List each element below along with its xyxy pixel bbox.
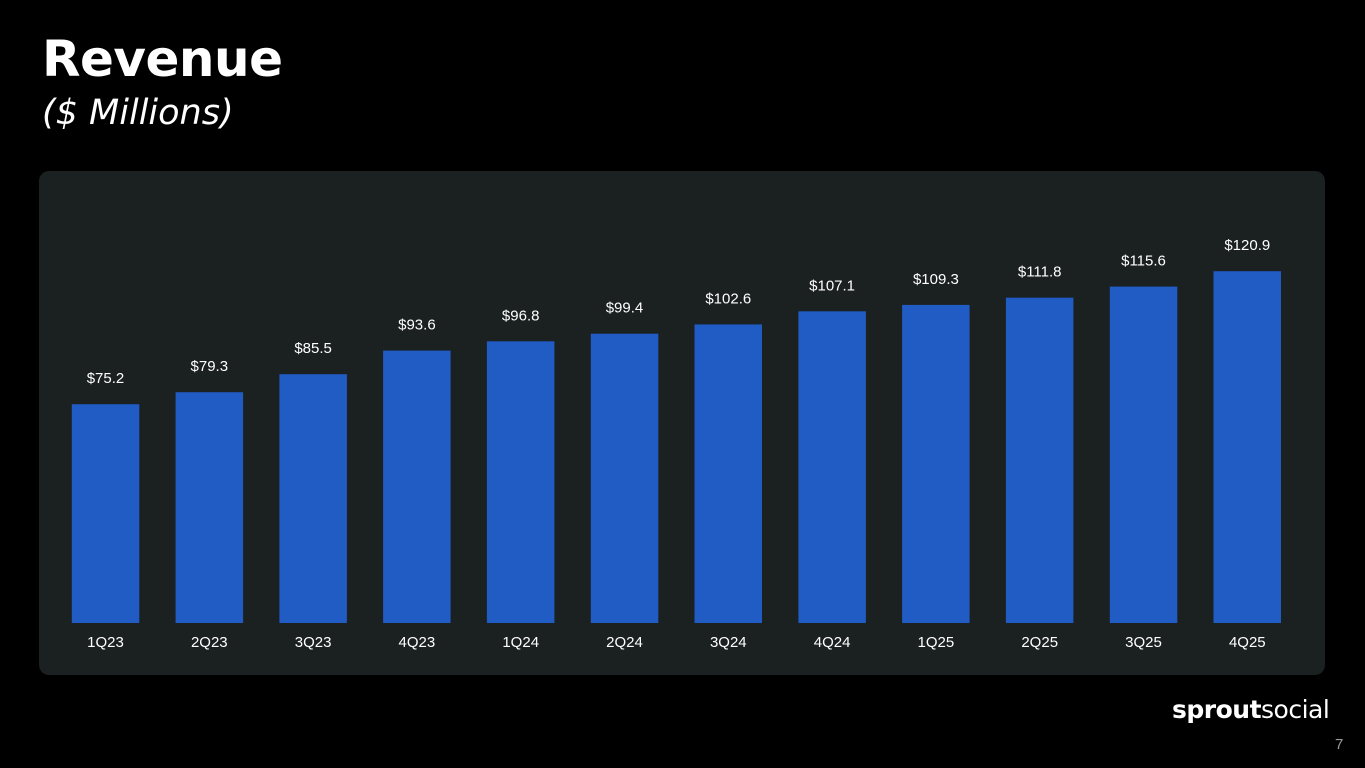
- data-label-2Q24: $99.4: [606, 300, 644, 317]
- data-label-1Q25: $109.3: [913, 271, 959, 288]
- page-number: 7: [1335, 736, 1344, 753]
- x-tick-label-3Q24: 3Q24: [710, 634, 747, 651]
- bar-1Q25: [902, 304, 970, 623]
- logo-light-text: social: [1261, 695, 1330, 724]
- revenue-bar-chart: $75.2 1Q23 $79.3 2Q23 $85.5 3Q23 $93.6 4Q23 $96.…: [71, 237, 1281, 651]
- bar-2Q24: [590, 333, 659, 623]
- bar-3Q23: [279, 374, 347, 623]
- data-label-3Q25: $115.6: [1121, 253, 1166, 270]
- x-tick-label-3Q25: 3Q25: [1125, 634, 1162, 651]
- data-label-4Q25: $120.9: [1224, 237, 1270, 254]
- data-label-4Q23: $93.6: [398, 317, 436, 334]
- sprout-social-logo: sproutsocial: [1172, 695, 1330, 724]
- data-label-1Q23: $75.2: [87, 370, 125, 387]
- bar-4Q23: [383, 350, 451, 623]
- bar-1Q23: [71, 404, 140, 623]
- x-tick-label-2Q23: 2Q23: [191, 634, 228, 651]
- bar-4Q24: [798, 311, 866, 623]
- x-tick-label-2Q24: 2Q24: [606, 634, 643, 651]
- x-tick-label-2Q25: 2Q25: [1021, 634, 1058, 651]
- bar-1Q24: [486, 341, 555, 623]
- bar-4Q25: [1213, 271, 1281, 623]
- chart-panel: $75.2 1Q23 $79.3 2Q23 $85.5 3Q23 $93.6 4Q23 $96.…: [39, 171, 1325, 675]
- page-subtitle: ($ Millions): [42, 93, 234, 133]
- data-label-2Q23: $79.3: [191, 358, 229, 375]
- page-title: Revenue: [42, 30, 283, 88]
- bar-3Q25: [1109, 286, 1178, 623]
- x-tick-label-4Q23: 4Q23: [399, 634, 436, 651]
- x-tick-label-3Q23: 3Q23: [295, 634, 332, 651]
- logo-bold-text: sprout: [1172, 695, 1262, 724]
- data-label-2Q25: $111.8: [1018, 264, 1062, 281]
- x-tick-label-1Q23: 1Q23: [87, 634, 124, 651]
- data-label-1Q24: $96.8: [502, 307, 540, 324]
- x-tick-label-4Q25: 4Q25: [1229, 634, 1266, 651]
- data-label-3Q24: $102.6: [705, 290, 751, 307]
- bar-2Q25: [1005, 297, 1074, 623]
- x-tick-label-4Q24: 4Q24: [814, 634, 851, 651]
- x-tick-label-1Q24: 1Q24: [502, 634, 539, 651]
- data-label-3Q23: $85.5: [294, 340, 332, 357]
- data-label-4Q24: $107.1: [809, 277, 855, 294]
- bar-3Q24: [694, 324, 762, 623]
- x-tick-label-1Q25: 1Q25: [918, 634, 955, 651]
- bar-2Q23: [175, 392, 244, 623]
